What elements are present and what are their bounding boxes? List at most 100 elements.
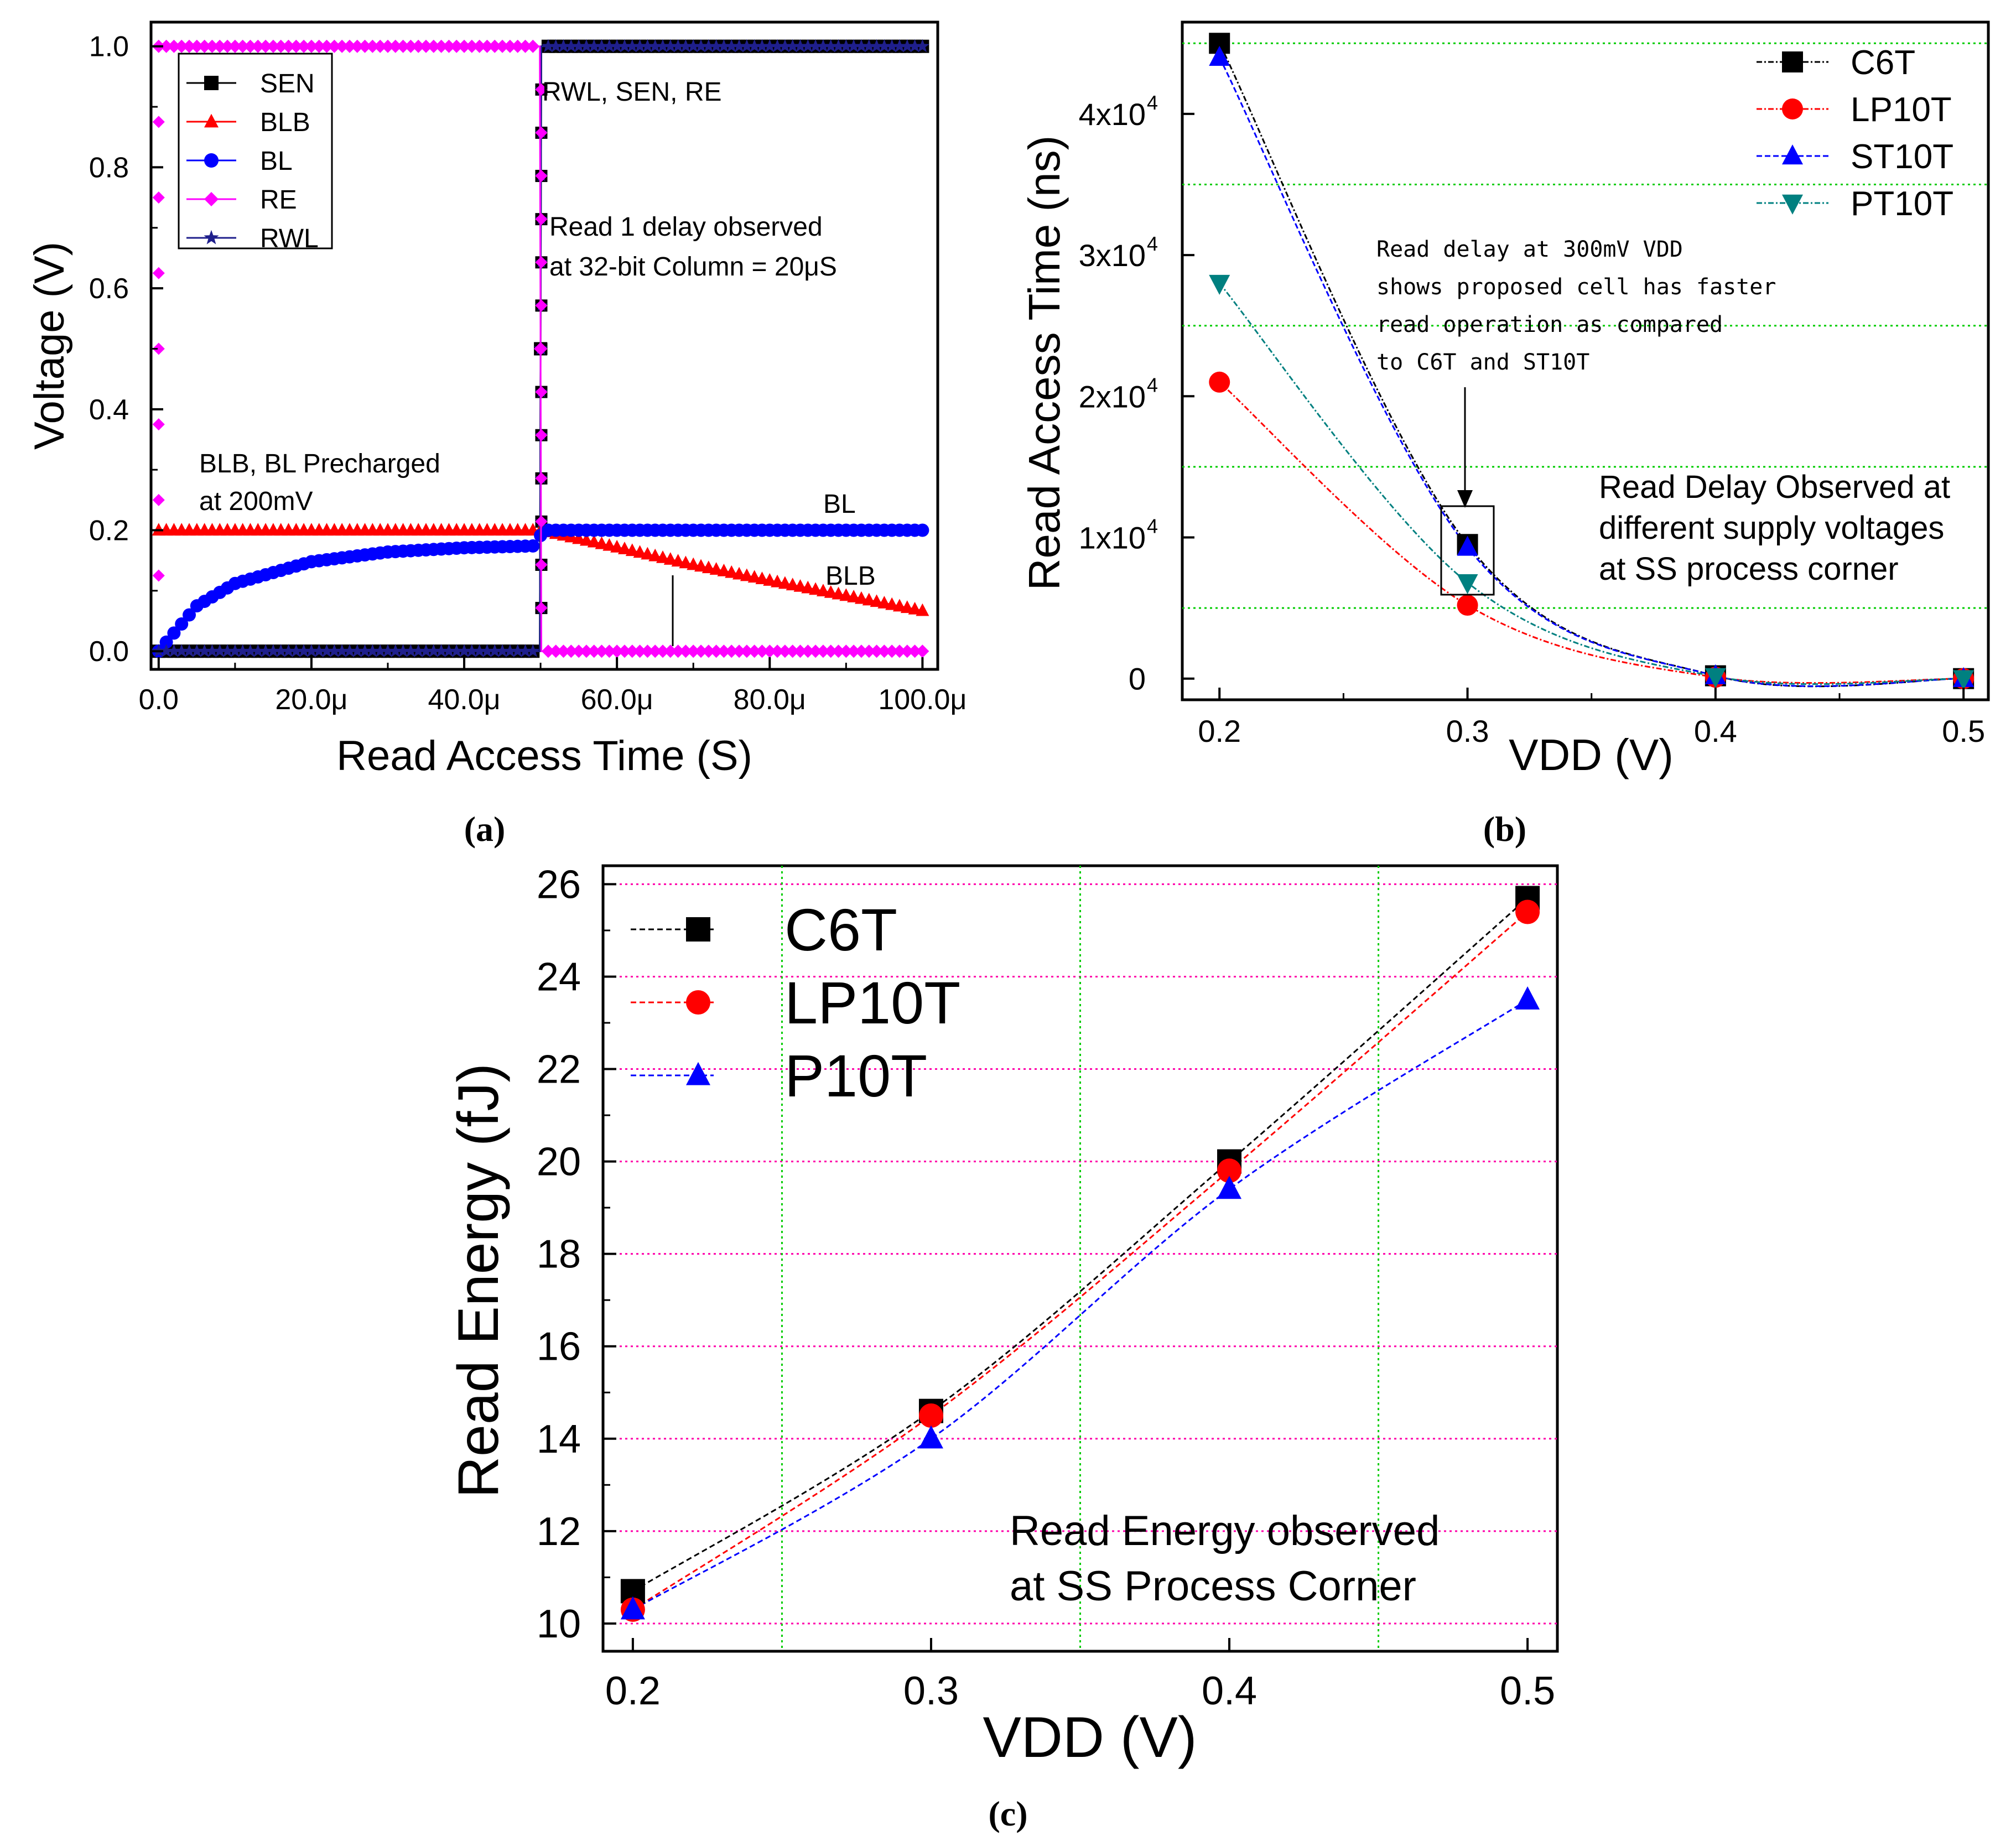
point-a-re	[557, 644, 570, 658]
point-a-re	[297, 39, 311, 53]
point-a-re	[320, 39, 334, 53]
point-a-re	[427, 39, 440, 53]
point-a-rwl	[564, 39, 578, 53]
panel-c-marks	[620, 886, 1540, 1622]
panel-a-xtick-label: 0.0	[139, 684, 179, 716]
point-a-re	[465, 39, 479, 53]
panel-b-ytick-exponent: 4	[1147, 232, 1158, 255]
point-a-rwl	[220, 644, 235, 657]
point-a-blb	[747, 570, 761, 583]
point-a-re	[458, 39, 471, 53]
point-a-re	[908, 644, 922, 658]
point-a-re	[595, 644, 609, 658]
legend-b-marker	[1782, 51, 1803, 72]
point-a-rwl	[358, 644, 372, 657]
point-a-re	[205, 39, 219, 53]
point-a-re	[763, 644, 777, 658]
point-a-blb	[771, 574, 784, 587]
point-a-re	[801, 644, 815, 658]
point-a-blb	[656, 550, 669, 563]
series-b-lp10t-line	[1219, 381, 1964, 684]
point-a-blb	[870, 594, 884, 607]
point-a-re-transition	[535, 429, 548, 441]
annotation-a-read1-line1: Read 1 delay observed	[549, 212, 823, 242]
point-a-re	[304, 39, 318, 53]
annotation-b-highlight-box	[1440, 505, 1495, 596]
point-a-re	[885, 644, 899, 658]
point-a-re	[434, 39, 448, 53]
point-a-blb	[633, 545, 647, 558]
annotation-a-rwl-sen-re: RWL, SEN, RE	[542, 77, 722, 107]
point-a-blb	[839, 588, 853, 601]
point-a-re	[518, 39, 532, 53]
legend-a-marker	[204, 76, 219, 90]
panel-b-ylabel: Read Access Time (ns)	[1020, 136, 1069, 591]
point-a-re-transition	[535, 515, 548, 528]
annotation-b-line1: Read delay at 300mV VDD	[1376, 237, 1683, 262]
point-a-rwl	[198, 644, 212, 657]
point-c-p10t	[918, 1425, 943, 1449]
point-a-blb	[648, 548, 662, 561]
point-a-rwl	[716, 39, 731, 53]
point-a-rwl	[190, 644, 204, 657]
point-a-rwl	[365, 644, 380, 657]
point-a-rwl	[396, 644, 411, 657]
point-a-rwl	[495, 644, 510, 657]
point-a-rwl	[472, 644, 487, 657]
point-a-re	[679, 644, 693, 658]
point-a-re	[786, 644, 799, 658]
point-a-blb	[809, 582, 823, 595]
point-a-re	[564, 644, 578, 658]
point-a-rwl	[373, 644, 387, 657]
point-a-rwl	[228, 644, 242, 657]
point-a-re	[342, 39, 356, 53]
point-a-blb	[679, 555, 693, 569]
point-a-rwl	[801, 39, 815, 53]
panel-a-ylabel: Voltage (V)	[26, 242, 73, 450]
point-a-blb	[602, 538, 616, 551]
point-a-re	[847, 644, 861, 658]
point-a-blb	[854, 591, 868, 604]
series-b-pt10t-line	[1219, 283, 1964, 685]
point-a-re	[740, 644, 754, 658]
annotation-b-note2: different supply voltages	[1599, 510, 1944, 546]
point-a-re	[625, 644, 639, 658]
point-a-blb	[572, 531, 586, 544]
panel-b-marks	[1209, 33, 1975, 690]
point-a-re	[419, 39, 433, 53]
point-a-re	[404, 39, 418, 53]
annotation-b-arrow-head	[1457, 490, 1473, 508]
point-a-rwl	[740, 39, 754, 53]
point-a-rwl	[526, 644, 540, 657]
point-a-re-start	[152, 267, 165, 279]
point-a-blb	[832, 586, 845, 600]
legend-a-entries: SEN BLB BL RE RWL	[186, 69, 319, 253]
point-a-rwl	[243, 644, 257, 657]
point-a-rwl	[732, 39, 746, 53]
panel-b-xlabel: VDD (V)	[1509, 730, 1674, 779]
point-a-re	[480, 39, 494, 53]
panel-a-ytick-label: 0.6	[89, 273, 129, 305]
point-a-rwl	[159, 644, 174, 657]
panel-c-ytick-label: 18	[537, 1232, 581, 1277]
legend-a-marker	[204, 153, 219, 168]
legend-c-marker	[686, 1062, 710, 1085]
point-a-rwl	[236, 644, 250, 657]
panel-b-ytick-label: 1x10	[1079, 521, 1146, 555]
point-a-rwl	[335, 644, 349, 657]
panel-a-legend: SEN BLB BL RE RWL	[178, 53, 333, 253]
point-a-rwl	[587, 39, 601, 53]
panel-c-xtick-label: 0.2	[605, 1669, 661, 1713]
panel-b-xtick-label: 0.2	[1198, 714, 1241, 748]
point-a-rwl	[671, 39, 685, 53]
point-a-rwl	[854, 39, 869, 53]
panel-b-ytick-label: 0	[1129, 662, 1146, 696]
point-a-re	[274, 39, 288, 53]
panel-c-xtick-label: 0.4	[1202, 1669, 1257, 1713]
point-b-lp10t	[1209, 371, 1230, 393]
point-a-rwl	[403, 644, 418, 657]
point-a-re	[732, 644, 746, 658]
point-b-pt10t	[1457, 574, 1478, 595]
point-a-bl	[167, 626, 181, 640]
